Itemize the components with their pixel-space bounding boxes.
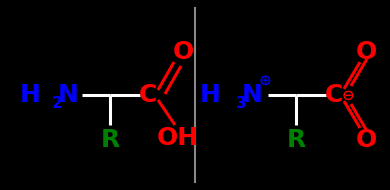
Text: H: H — [200, 83, 220, 107]
Text: H: H — [20, 83, 41, 107]
Text: N: N — [58, 83, 78, 107]
Text: R: R — [100, 128, 120, 152]
Text: O: O — [172, 40, 193, 64]
Text: R: R — [286, 128, 306, 152]
Text: OH: OH — [157, 126, 199, 150]
Text: C: C — [325, 83, 343, 107]
Text: O: O — [355, 40, 377, 64]
Text: ⊕: ⊕ — [259, 73, 271, 88]
Text: 2: 2 — [51, 96, 62, 111]
Text: 3: 3 — [236, 96, 246, 111]
Text: N: N — [241, 83, 262, 107]
Text: O: O — [355, 128, 377, 152]
Text: ⊖: ⊖ — [342, 88, 355, 102]
Text: C: C — [139, 83, 157, 107]
